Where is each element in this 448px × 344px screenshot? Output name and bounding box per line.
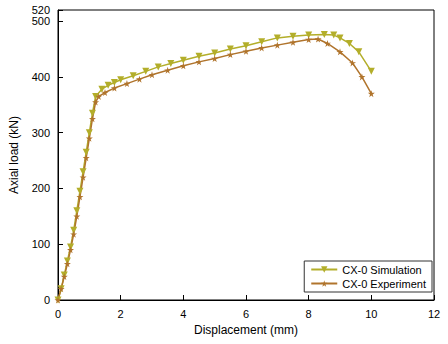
svg-text:12: 12 <box>428 308 440 320</box>
svg-text:520: 520 <box>32 4 50 16</box>
svg-text:6: 6 <box>243 308 249 320</box>
svg-text:CX-0 Simulation: CX-0 Simulation <box>342 264 421 276</box>
svg-text:2: 2 <box>118 308 124 320</box>
svg-text:500: 500 <box>32 15 50 27</box>
svg-text:0: 0 <box>44 294 50 306</box>
svg-text:Displacement (mm): Displacement (mm) <box>194 323 298 337</box>
svg-text:10: 10 <box>365 308 377 320</box>
svg-text:0: 0 <box>55 308 61 320</box>
svg-text:300: 300 <box>32 127 50 139</box>
svg-text:100: 100 <box>32 238 50 250</box>
svg-text:CX-0 Experiment: CX-0 Experiment <box>342 278 426 290</box>
svg-text:8: 8 <box>306 308 312 320</box>
svg-text:Axial load (kN): Axial load (kN) <box>7 116 21 194</box>
svg-text:400: 400 <box>32 71 50 83</box>
svg-text:4: 4 <box>180 308 186 320</box>
svg-text:200: 200 <box>32 182 50 194</box>
